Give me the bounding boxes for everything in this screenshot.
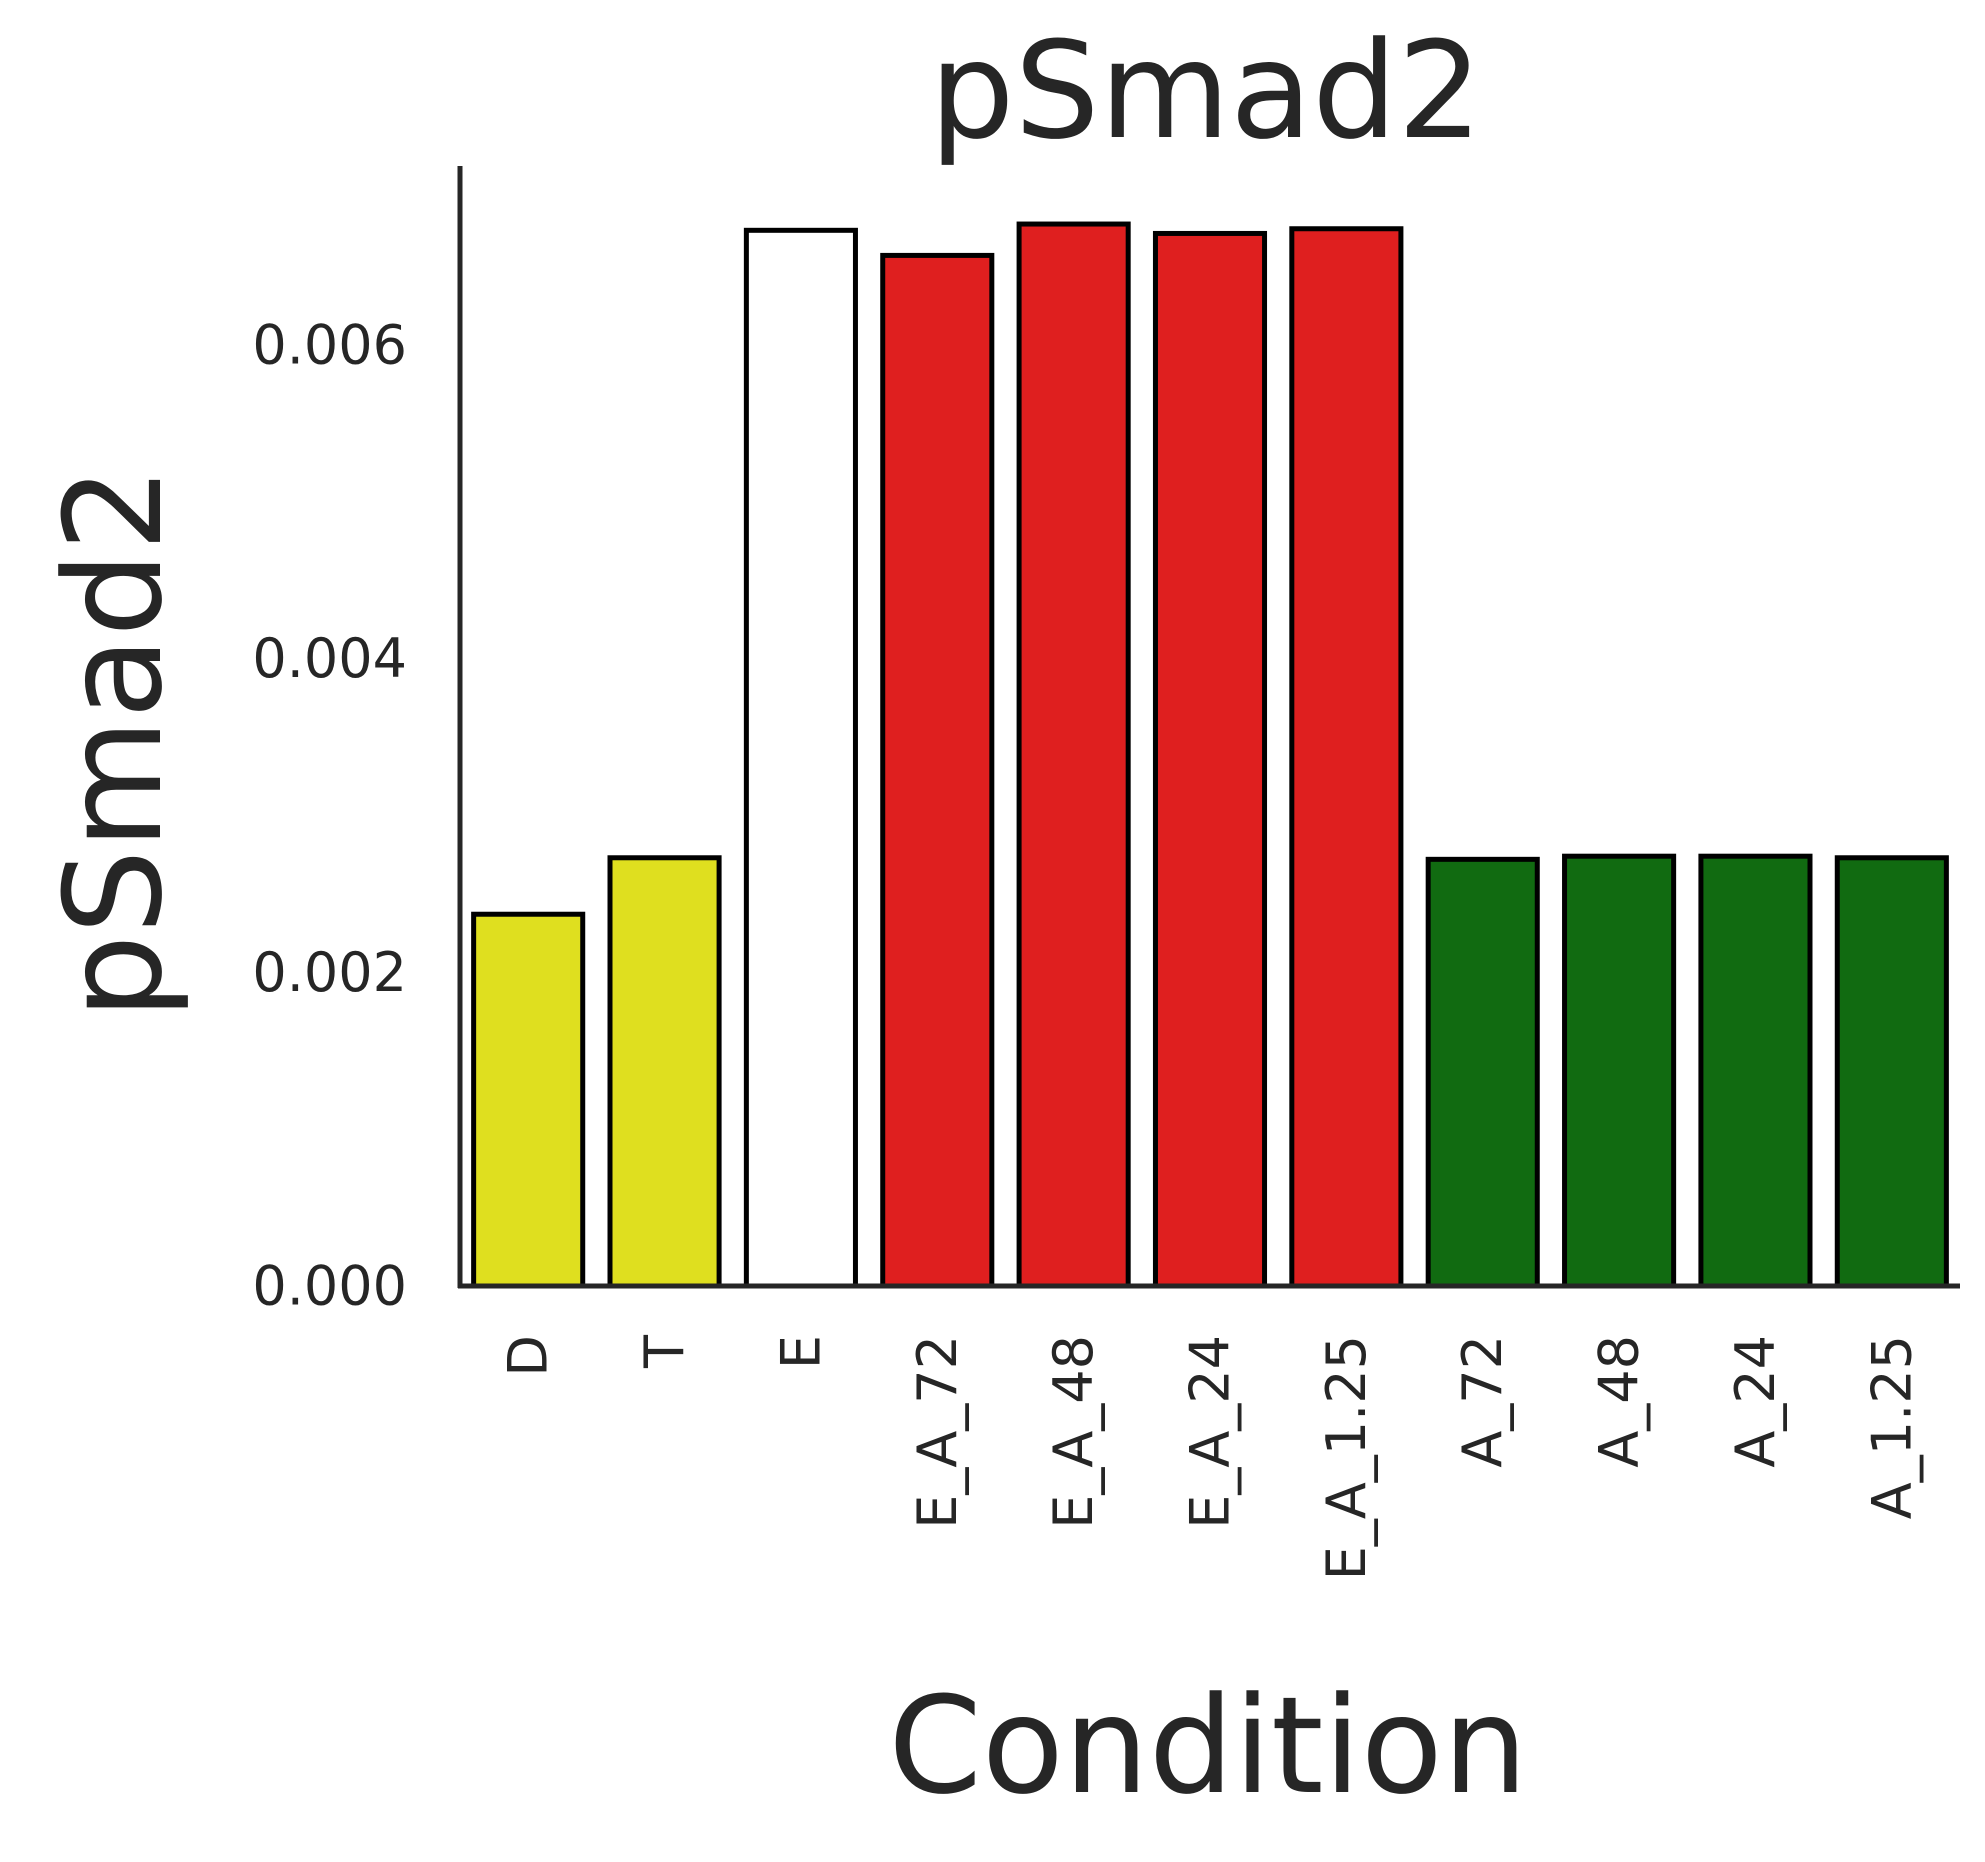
bar-A_72	[1425, 856, 1540, 1289]
x-tick-label: T	[633, 1334, 696, 1369]
x-tick-label: E_A_48	[1042, 1335, 1105, 1529]
x-tick-label: A_1.25	[1860, 1335, 1923, 1519]
y-ticks-layer: 0.000 0.002 0.004 0.006	[252, 313, 407, 1317]
bar-E_A_1.25	[1289, 226, 1404, 1289]
y-tick-label: 0.004	[252, 627, 407, 690]
chart-title: pSmad2	[929, 13, 1482, 169]
bar-D	[471, 911, 586, 1289]
bar-E_A_72	[880, 252, 995, 1289]
y-tick-label: 0.000	[252, 1255, 407, 1318]
bar-T	[607, 855, 722, 1289]
x-ticks-layer: D T E E_A_72 E_A_48 E_A_24 E_A_1.25 A_72 A_48 A_2…	[497, 1334, 1924, 1580]
x-tick-label: A_24	[1724, 1335, 1787, 1468]
bar-A_1.25	[1834, 855, 1949, 1289]
x-tick-label: A_72	[1451, 1335, 1514, 1468]
x-axis-label: Condition	[888, 1668, 1527, 1824]
x-tick-label: E_A_72	[906, 1335, 969, 1529]
x-tick-label: E_A_1.25	[1315, 1335, 1378, 1580]
bar-E_A_24	[1152, 230, 1268, 1289]
bar-A_24	[1698, 853, 1813, 1289]
y-axis-label: pSmad2	[36, 466, 192, 1019]
bars-layer	[471, 221, 1949, 1289]
bar-A_48	[1562, 853, 1677, 1289]
x-tick-label: E_A_24	[1179, 1335, 1242, 1529]
bar-E_A_48	[1016, 221, 1131, 1289]
y-tick-label: 0.002	[252, 941, 407, 1004]
y-tick-label: 0.006	[252, 313, 407, 376]
x-tick-label: E	[769, 1335, 832, 1369]
x-tick-label: A_48	[1588, 1335, 1651, 1468]
bar-E	[743, 227, 858, 1289]
x-tick-label: D	[497, 1335, 560, 1377]
